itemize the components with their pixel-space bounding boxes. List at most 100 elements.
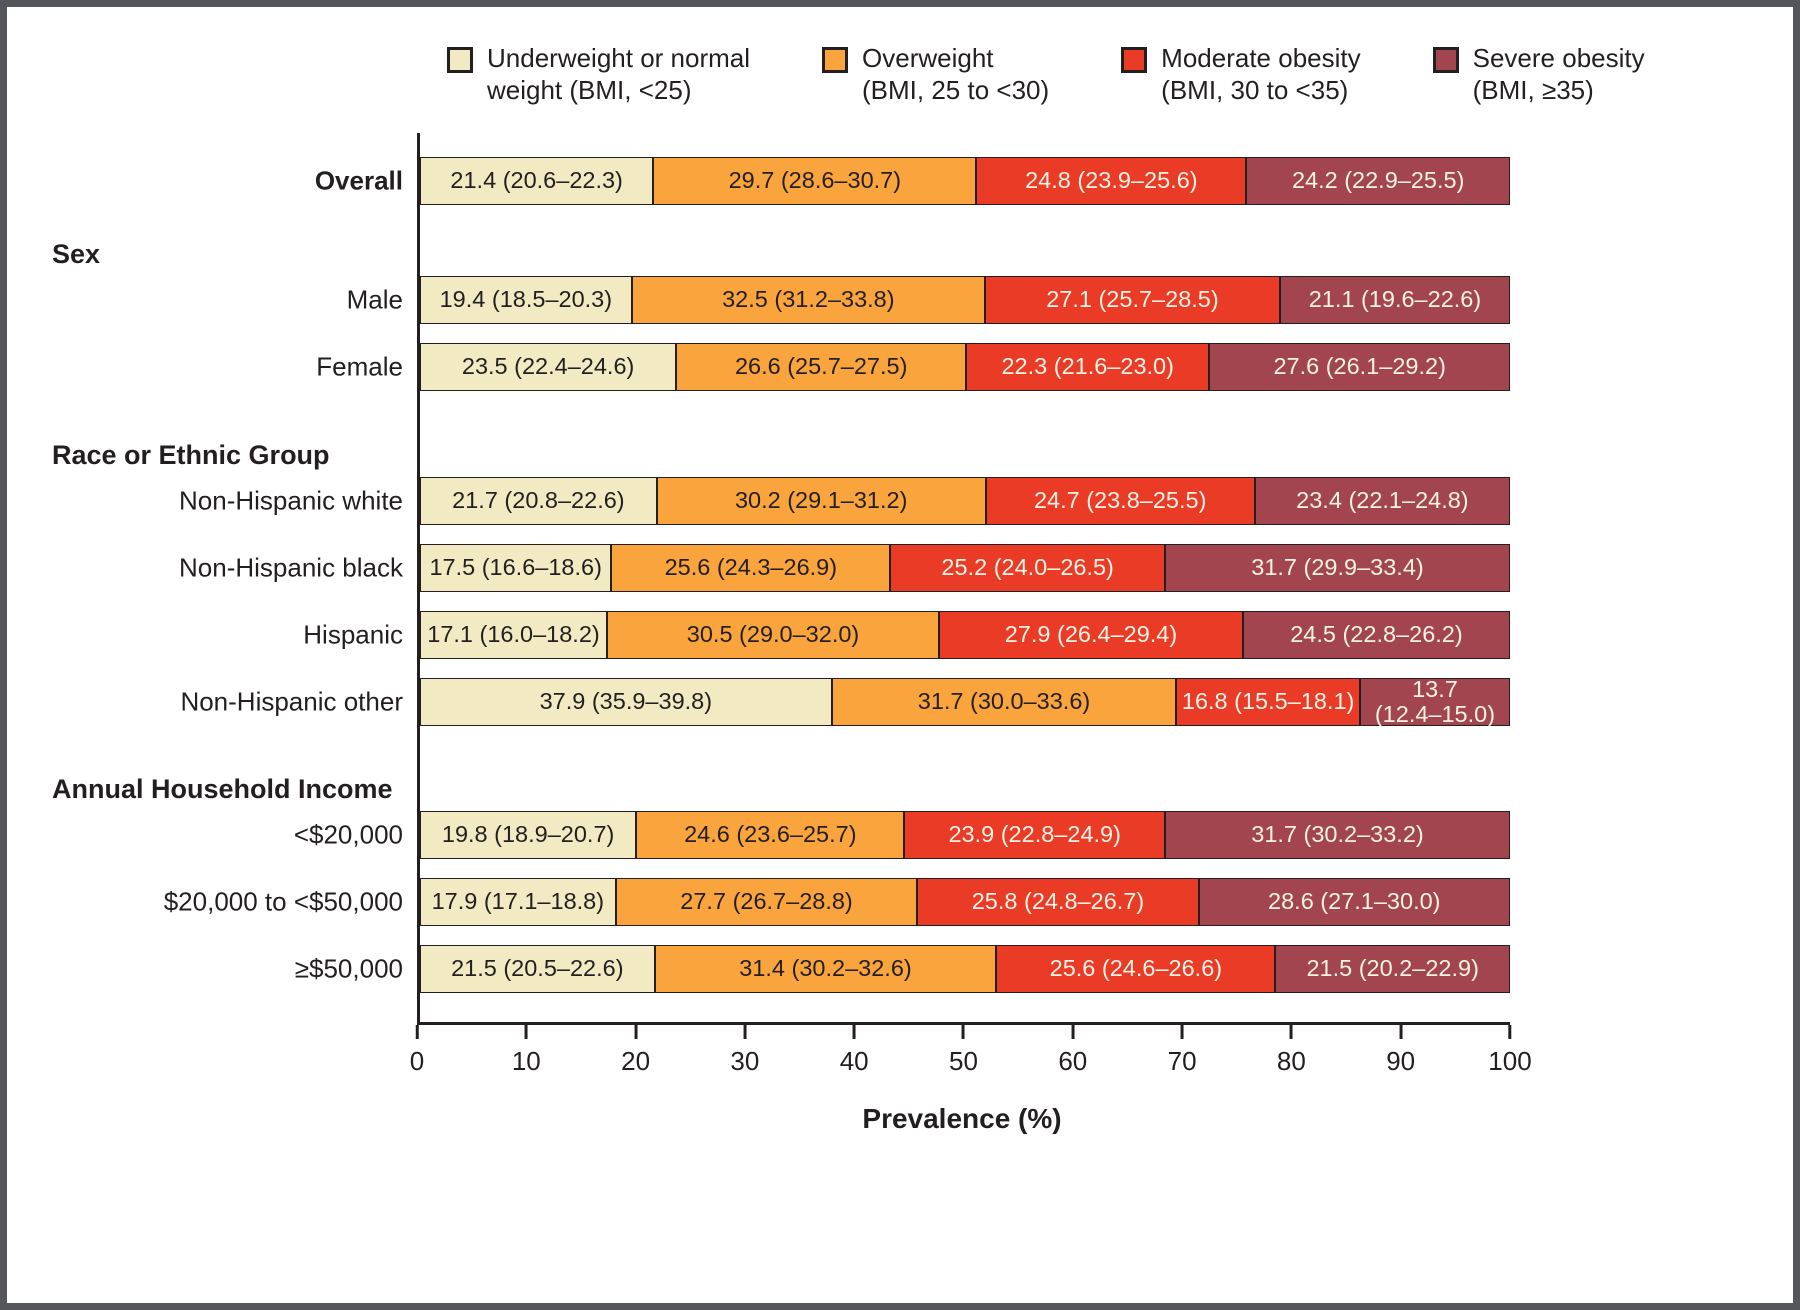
x-tick-label: 90 (1386, 1045, 1416, 1076)
bar-segment-moderate-obesity: 27.1 (25.7–28.5) (985, 275, 1280, 324)
bar-segment-overweight: 29.7 (28.6–30.7) (653, 156, 977, 205)
bar-segment-moderate-obesity: 25.2 (24.0–26.5) (890, 543, 1165, 592)
bar-row: Hispanic 17.1 (16.0–18.2) 30.5 (29.0–32.0)… (303, 610, 1510, 659)
bar-segment-severe-obesity: 24.5 (22.8–26.2) (1242, 610, 1510, 659)
bar-segment-moderate-obesity: 25.6 (24.6–26.6) (996, 944, 1276, 993)
bar-segment-overweight: 27.7 (26.7–28.8) (615, 877, 918, 926)
bar-row: Non-Hispanic white 21.7 (20.8–22.6) 30.2 (… (179, 476, 1510, 525)
bar-segment-severe-obesity: 31.7 (30.2–33.2) (1165, 810, 1510, 859)
bar-row: Male 19.4 (18.5–20.3) 32.5 (31.2–33.8) 27.1… (347, 275, 1510, 324)
bar-row: $20,000 to <$50,000 17.9 (17.1–18.8) 27.7 … (164, 877, 1510, 926)
legend-item-severe-obesity: Severe obesity (BMI, ≥35) (1432, 43, 1645, 107)
x-tick-label: 40 (839, 1045, 869, 1076)
bar-segment-underweight-normal: 19.4 (18.5–20.3) (420, 275, 632, 324)
x-tick: 0 (409, 1024, 425, 1077)
row-label: <$20,000 (293, 819, 403, 850)
legend: Underweight or normal weight (BMI, <25) O… (447, 43, 1793, 107)
bar-segment-moderate-obesity: 16.8 (15.5–18.1) (1176, 677, 1360, 726)
bar-row: Female 23.5 (22.4–24.6) 26.6 (25.7–27.5) 22… (316, 342, 1510, 391)
bar-segment-overweight: 26.6 (25.7–27.5) (676, 342, 967, 391)
row-label: Non-Hispanic white (179, 485, 403, 516)
group-heading-row: Race or Ethnic Group (52, 391, 1510, 477)
bar-segment-underweight-normal: 17.9 (17.1–18.8) (420, 877, 616, 926)
x-tick-mark (524, 1024, 528, 1039)
legend-swatch-overweight (822, 47, 849, 73)
x-tick-mark (1399, 1024, 1403, 1039)
bar-segment-overweight: 25.6 (24.3–26.9) (611, 543, 891, 592)
bar-segment-moderate-obesity: 22.3 (21.6–23.0) (966, 342, 1210, 391)
x-tick: 40 (839, 1024, 869, 1077)
x-tick: 80 (1276, 1024, 1306, 1077)
group-heading-label: Race or Ethnic Group (52, 439, 330, 470)
bar-segment-underweight-normal: 17.5 (16.6–18.6) (420, 543, 612, 592)
bar-segment-moderate-obesity: 23.9 (22.8–24.9) (904, 810, 1165, 859)
x-tick-label: 30 (730, 1045, 760, 1076)
bar-segment-moderate-obesity: 27.9 (26.4–29.4) (939, 610, 1243, 659)
bar-row: Non-Hispanic black 17.5 (16.6–18.6) 25.6 (… (179, 543, 1510, 592)
bar-row: Overall 21.4 (20.6–22.3) 29.7 (28.6–30.7) 2… (315, 156, 1510, 205)
x-tick: 100 (1488, 1024, 1532, 1077)
x-tick-label: 10 (511, 1045, 541, 1076)
legend-item-overweight: Overweight (BMI, 25 to <30) (822, 43, 1049, 107)
bar-segment-overweight: 32.5 (31.2–33.8) (631, 275, 985, 324)
x-tick-mark (1508, 1024, 1512, 1039)
x-tick-label: 80 (1276, 1045, 1306, 1076)
bar-segment-overweight: 31.7 (30.0–33.6) (831, 677, 1177, 726)
legend-swatch-severe-obesity (1432, 47, 1459, 73)
group-heading-label: Annual Household Income (52, 773, 393, 804)
x-tick: 50 (949, 1024, 978, 1077)
bar-segment-severe-obesity: 28.6 (27.1–30.0) (1198, 877, 1510, 926)
group-heading-row: Sex (52, 205, 1510, 276)
bar-segment-moderate-obesity: 24.7 (23.8–25.5) (985, 476, 1255, 525)
x-tick: 70 (1167, 1024, 1197, 1077)
legend-swatch-moderate-obesity (1121, 47, 1148, 73)
bar-segment-underweight-normal: 21.5 (20.5–22.6) (420, 944, 655, 993)
x-tick-mark (852, 1024, 856, 1039)
legend-item-underweight-normal: Underweight or normal weight (BMI, <25) (447, 43, 750, 107)
bar-segment-underweight-normal: 17.1 (16.0–18.2) (420, 610, 608, 659)
row-label: $20,000 to <$50,000 (163, 886, 403, 917)
x-tick-label: 20 (621, 1045, 651, 1076)
x-tick-label: 0 (409, 1045, 425, 1076)
x-tick-mark (961, 1024, 965, 1039)
bar-row: ≥$50,000 21.5 (20.5–22.6) 31.4 (30.2–32.6)… (295, 944, 1510, 993)
bar-segment-overweight: 30.5 (29.0–32.0) (607, 610, 940, 659)
plot-area: Overall 21.4 (20.6–22.3) 29.7 (28.6–30.7) 2… (52, 132, 1510, 1025)
bar-segment-severe-obesity: 27.6 (26.1–29.2) (1209, 342, 1510, 391)
x-axis-title: Prevalence (%) (862, 1102, 1062, 1134)
x-tick-label: 50 (949, 1045, 978, 1076)
x-tick: 90 (1386, 1024, 1416, 1077)
bar-segment-underweight-normal: 19.8 (18.9–20.7) (420, 810, 637, 859)
x-tick: 20 (621, 1024, 651, 1077)
x-tick-label: 70 (1167, 1045, 1197, 1076)
x-tick: 30 (730, 1024, 760, 1077)
x-tick-mark (1289, 1024, 1293, 1039)
legend-label: Underweight or normal weight (BMI, <25) (487, 43, 751, 105)
bar-segment-moderate-obesity: 25.8 (24.8–26.7) (917, 877, 1199, 926)
x-tick: 10 (511, 1024, 541, 1077)
row-label: Overall (314, 165, 403, 196)
x-tick-mark (634, 1024, 638, 1039)
row-label: Non-Hispanic other (180, 686, 403, 717)
legend-swatch-underweight-normal (447, 47, 473, 73)
x-tick-mark (415, 1024, 419, 1039)
bar-segment-overweight: 31.4 (30.2–32.6) (654, 944, 997, 993)
x-tick-mark (1071, 1024, 1075, 1039)
legend-item-moderate-obesity: Moderate obesity (BMI, 30 to <35) (1121, 43, 1361, 107)
row-label: Male (346, 284, 403, 315)
x-tick-label: 60 (1058, 1045, 1088, 1076)
bar-segment-underweight-normal: 21.4 (20.6–22.3) (420, 156, 654, 205)
bar-segment-underweight-normal: 23.5 (22.4–24.6) (420, 342, 677, 391)
bar-segment-severe-obesity: 31.7 (29.9–33.4) (1164, 543, 1510, 592)
bar-row: Non-Hispanic other 37.9 (35.9–39.8) 31.7 (… (180, 676, 1510, 727)
group-heading-label: Sex (52, 238, 101, 269)
legend-label: Severe obesity (BMI, ≥35) (1472, 43, 1645, 105)
row-label: ≥$50,000 (294, 953, 403, 984)
bar-segment-severe-obesity: 24.2 (22.9–25.5) (1246, 156, 1510, 205)
x-tick: 60 (1058, 1024, 1088, 1077)
bar-segment-overweight: 30.2 (29.1–31.2) (656, 476, 986, 525)
row-label: Hispanic (303, 619, 403, 650)
x-tick-mark (743, 1024, 747, 1039)
x-axis: 0 10 20 30 40 50 60 70 80 90 100 (410, 1024, 1532, 1087)
